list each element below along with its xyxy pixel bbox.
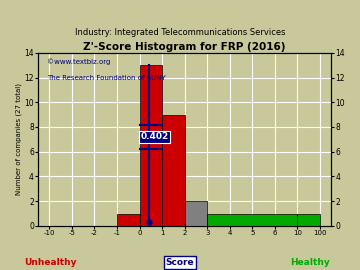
Text: Healthy: Healthy [290,258,329,267]
Text: Score: Score [166,258,194,267]
Title: Z'-Score Histogram for FRP (2016): Z'-Score Histogram for FRP (2016) [84,42,286,52]
Text: 0.402: 0.402 [141,132,169,141]
Bar [162,115,185,226]
Bar [185,201,207,226]
Text: Industry: Integrated Telecommunications Services: Industry: Integrated Telecommunications … [75,28,285,37]
Text: ©www.textbiz.org: ©www.textbiz.org [47,58,110,65]
Text: The Research Foundation of SUNY: The Research Foundation of SUNY [47,75,166,81]
Bar [117,214,140,226]
Bar [207,214,297,226]
Y-axis label: Number of companies (27 total): Number of companies (27 total) [15,83,22,195]
Text: Unhealthy: Unhealthy [24,258,77,267]
Bar [140,65,162,226]
Bar [297,214,320,226]
